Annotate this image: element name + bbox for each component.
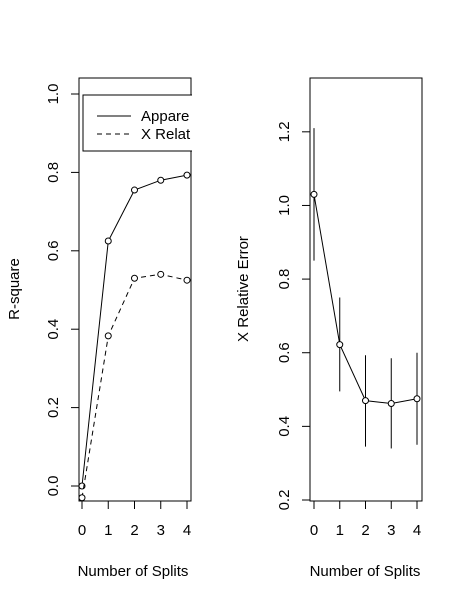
y-tick-label: 1.2 [276,121,293,142]
y-tick-label: 0.6 [45,240,62,261]
x-tick-label: 4 [183,522,191,539]
y-axis: 0.0 0.2 0.4 0.6 0.8 1.0 [45,84,79,497]
y-tick-label: 0.0 [45,476,62,497]
y-tick-label: 0.2 [45,397,62,418]
series-line [81,174,188,487]
data-point [78,494,86,502]
y-tick-label: 0.6 [276,342,293,363]
data-point [336,341,344,349]
series-group [78,171,191,502]
x-tick-label: 1 [104,522,112,539]
y-tick-label: 0.8 [45,162,62,183]
data-point [104,332,112,340]
data-point [413,395,421,403]
legend-label-appare: Appare [141,108,189,125]
series-line [81,273,188,498]
x-tick-label: 3 [387,522,395,539]
data-point [104,237,112,245]
y-tick-label: 1.0 [45,84,62,105]
x-tick-label: 2 [361,522,369,539]
data-point [157,176,165,184]
x-tick-label: 1 [336,522,344,539]
data-point [131,274,138,282]
rsquare-panel: 0 1 2 3 4 0.0 0.2 0.4 0.6 0.8 1.0 Number of Split… [6,77,222,580]
data-point [131,186,138,194]
y-tick-label: 1.0 [276,195,293,216]
legend-label-x-relat: X Relat [141,126,191,143]
legend: Appare X Relat [82,94,199,152]
y-tick-label: 0.4 [276,416,293,437]
x-axis-label: Number of Splits [310,563,421,580]
legend-box [82,94,199,152]
data-point [387,400,395,408]
y-axis: 0.2 0.4 0.6 0.8 1.0 1.2 [276,121,310,510]
data-point [310,190,318,198]
y-tick-label: 0.2 [276,490,293,511]
legend-clip-mask [192,80,222,170]
y-axis-label: R-square [6,258,23,320]
x-tick-label: 3 [157,522,165,539]
y-tick-label: 0.4 [45,319,62,340]
series-group [310,128,421,449]
x-axis: 0 1 2 3 4 [78,501,191,539]
x-tick-label: 0 [310,522,318,539]
x-tick-label: 4 [413,522,421,539]
data-point [183,276,191,284]
y-tick-label: 0.8 [276,269,293,290]
y-axis-label: X Relative Error [235,236,252,342]
data-point [157,270,165,278]
x-tick-label: 2 [130,522,138,539]
data-point [183,171,191,179]
x-axis-label: Number of Splits [78,563,189,580]
data-point [362,397,369,405]
x-tick-label: 0 [78,522,86,539]
